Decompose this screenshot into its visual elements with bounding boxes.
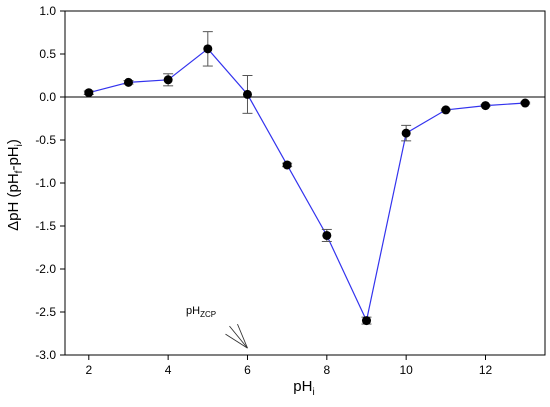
y-axis-label: ΔpH (pHf-pHi): [5, 139, 25, 231]
zcp-annotation: pHZCP: [186, 305, 248, 349]
x-tick-label: 10: [399, 363, 413, 377]
data-point: [520, 98, 530, 108]
arrow-shaft: [229, 325, 248, 349]
plot-frame: [64, 10, 546, 356]
y-tick-label: 1.0: [39, 4, 56, 18]
data-point: [322, 230, 332, 240]
y-tick-label: -3.0: [35, 348, 56, 362]
y-tick-label: -0.5: [35, 133, 56, 147]
zcp-label: pHZCP: [186, 305, 216, 319]
error-bars: [83, 31, 531, 325]
data-point: [441, 105, 451, 115]
data-point: [84, 88, 94, 98]
arrow-head-left: [237, 323, 248, 349]
data-point: [282, 160, 292, 170]
y-tick-label: 0.0: [39, 90, 56, 104]
data-point: [123, 77, 133, 87]
y-axis-ticks: -3.0 -2.5 -2.0 -1.5 -1.0 -0.5 0.0 0.5 1.0: [35, 4, 65, 362]
x-tick-label: 6: [244, 363, 251, 377]
zcp-arrow: [225, 323, 248, 349]
y-tick-label: 0.5: [39, 47, 56, 61]
x-tick-label: 12: [479, 363, 493, 377]
x-tick-label: 4: [165, 363, 172, 377]
data-point: [361, 316, 371, 326]
data-points: [84, 44, 530, 326]
data-point: [242, 89, 252, 99]
y-tick-label: -1.0: [35, 176, 56, 190]
x-axis-label: pHi: [293, 378, 314, 398]
data-point: [163, 75, 173, 85]
data-point: [480, 101, 490, 111]
series-polyline: [88, 47, 526, 323]
x-axis-ticks: 2 4 6 8 10 12: [85, 355, 492, 377]
y-tick-label: -2.0: [35, 262, 56, 276]
series-line: [88, 47, 526, 323]
y-tick-label: -2.5: [35, 305, 56, 319]
axes-frame: [64, 10, 546, 356]
data-point: [401, 128, 411, 138]
y-tick-label: -1.5: [35, 219, 56, 233]
arrow-head-right: [225, 333, 248, 349]
x-tick-label: 8: [323, 363, 330, 377]
data-point: [203, 44, 213, 54]
x-tick-label: 2: [85, 363, 92, 377]
